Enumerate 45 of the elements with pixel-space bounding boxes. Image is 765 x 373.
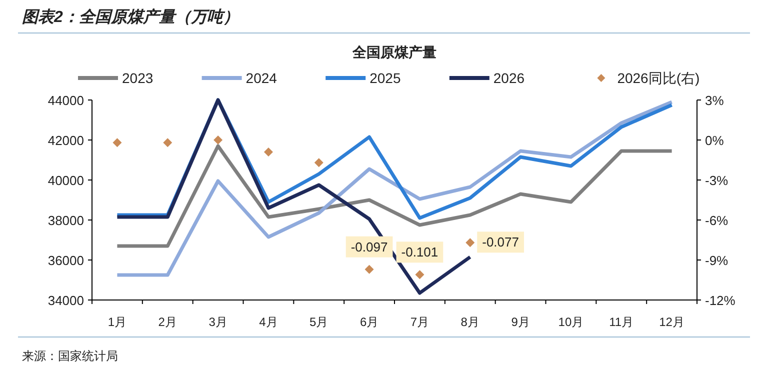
source-note: 来源：国家统计局 — [22, 349, 118, 363]
x-tick-label: 10月 — [558, 315, 584, 329]
point — [112, 138, 122, 148]
legend-label: 2025 — [370, 70, 401, 86]
point — [466, 238, 475, 248]
x-tick-label: 8月 — [460, 315, 480, 329]
y2-tick-label: 0% — [705, 133, 724, 148]
point — [415, 270, 424, 280]
point — [364, 264, 374, 274]
y-tick-label: 44000 — [48, 93, 84, 108]
point — [314, 158, 324, 168]
y-tick-label: 34000 — [48, 293, 84, 308]
x-tick-label: 4月 — [259, 315, 278, 329]
x-tick-label: 7月 — [410, 315, 430, 329]
x-tick-label: 5月 — [310, 315, 328, 329]
legend-label: 2026 — [493, 70, 525, 86]
point — [214, 136, 223, 144]
data-label: -0.077 — [482, 234, 519, 250]
data-label: -0.101 — [401, 244, 438, 260]
y2-tick-label: -3% — [705, 173, 729, 188]
y-tick-label: 42000 — [48, 133, 84, 148]
legend-label: 2024 — [246, 70, 278, 86]
x-tick-label: 12月 — [659, 315, 684, 329]
legend-label: 2023 — [122, 70, 154, 86]
y2-tick-label: -12% — [705, 293, 736, 308]
data-label: -0.097 — [350, 239, 388, 254]
y2-tick-label: -9% — [705, 253, 729, 268]
y-tick-label: 40000 — [48, 173, 84, 188]
y2-tick-label: -6% — [705, 213, 729, 228]
chart-subtitle: 全国原煤产量 — [352, 44, 436, 60]
x-tick-label: 3月 — [208, 315, 228, 329]
x-tick-label: 11月 — [609, 315, 634, 329]
point — [264, 148, 273, 156]
line-series — [115, 98, 472, 295]
x-tick-label: 1月 — [108, 315, 127, 329]
x-tick-label: 6月 — [360, 315, 379, 329]
y-tick-label: 38000 — [48, 213, 84, 228]
chart-title: 图表2：全国原煤产量（万吨） — [22, 8, 239, 26]
legend-label: 2026同比(右) — [617, 70, 700, 86]
y2-tick-label: 3% — [705, 93, 724, 108]
x-tick-label: 2月 — [158, 315, 177, 329]
line-series — [115, 100, 674, 277]
point — [163, 138, 172, 148]
y-tick-label: 36000 — [48, 253, 84, 268]
x-tick-label: 9月 — [511, 315, 530, 329]
